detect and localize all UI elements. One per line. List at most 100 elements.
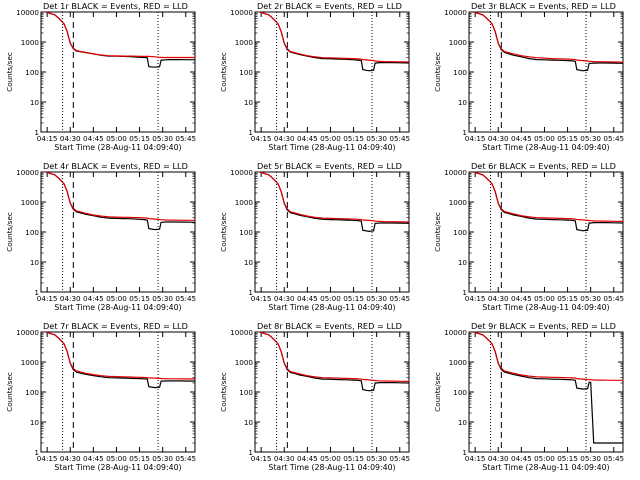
y-tick-label: 1 — [462, 448, 467, 457]
y-axis-title: Counts/sec — [433, 212, 442, 252]
y-tick-label: 1000 — [449, 358, 468, 367]
x-tick-label: 05:45 — [603, 134, 624, 143]
x-tick-label: 04:45 — [83, 294, 104, 303]
plot-frame — [40, 331, 196, 453]
x-axis-title: Start Time (28-Aug-11 04:09:40) — [268, 303, 395, 312]
y-tick-label: 1 — [248, 288, 253, 297]
x-tick-label: 04:30 — [274, 454, 295, 463]
y-tick-label: 10000 — [16, 8, 39, 17]
panel-title: Det 5r BLACK = Events, RED = LLD — [257, 161, 402, 171]
panel-title: Det 7r BLACK = Events, RED = LLD — [43, 321, 188, 331]
y-tick-label: 10 — [30, 418, 40, 427]
lld-series-line — [472, 172, 623, 222]
x-tick-label: 05:30 — [152, 294, 173, 303]
x-tick-label: 04:30 — [488, 294, 509, 303]
x-tick-label: 04:15 — [251, 454, 272, 463]
x-tick-label: 05:15 — [129, 134, 150, 143]
y-tick-label: 10000 — [444, 328, 467, 337]
events-series-line — [472, 332, 623, 444]
panel-title: Det 8r BLACK = Events, RED = LLD — [257, 321, 402, 331]
y-axis-title: Counts/sec — [5, 52, 14, 92]
x-tick-label: 04:15 — [251, 294, 272, 303]
y-tick-label: 10 — [244, 258, 254, 267]
y-axis-title: Counts/sec — [5, 372, 14, 412]
plot-frame — [468, 11, 624, 133]
x-tick-label: 05:15 — [343, 454, 364, 463]
lld-series-line — [258, 332, 409, 382]
x-tick-label: 04:30 — [60, 134, 81, 143]
x-tick-label: 04:15 — [251, 134, 272, 143]
y-tick-label: 10000 — [444, 8, 467, 17]
y-axis-title: Counts/sec — [219, 52, 228, 92]
x-axis-title: Start Time (28-Aug-11 04:09:40) — [482, 303, 609, 312]
x-axis-title: Start Time (28-Aug-11 04:09:40) — [54, 463, 181, 472]
y-axis-title: Counts/sec — [219, 372, 228, 412]
plot-frame — [468, 331, 624, 453]
events-series-line — [472, 172, 623, 232]
x-tick-label: 05:45 — [389, 134, 410, 143]
y-tick-label: 1000 — [21, 358, 40, 367]
x-axis-title: Start Time (28-Aug-11 04:09:40) — [482, 143, 609, 152]
y-tick-label: 10 — [30, 258, 40, 267]
x-tick-label: 05:30 — [580, 454, 601, 463]
x-tick-label: 05:15 — [343, 134, 364, 143]
x-tick-label: 05:15 — [557, 134, 578, 143]
plot-frame — [468, 171, 624, 293]
y-tick-label: 10000 — [230, 328, 253, 337]
y-tick-label: 10 — [458, 258, 468, 267]
x-tick-label: 04:15 — [37, 454, 58, 463]
y-tick-label: 100 — [453, 68, 467, 77]
y-tick-label: 1 — [34, 128, 39, 137]
y-tick-label: 1000 — [21, 38, 40, 47]
lld-series-line — [472, 12, 623, 63]
y-tick-label: 100 — [239, 228, 253, 237]
y-tick-label: 10 — [30, 98, 40, 107]
panel-title: Det 4r BLACK = Events, RED = LLD — [43, 161, 188, 171]
x-tick-label: 04:45 — [297, 454, 318, 463]
x-tick-label: 05:45 — [175, 134, 196, 143]
y-tick-label: 1 — [248, 128, 253, 137]
x-axis-title: Start Time (28-Aug-11 04:09:40) — [482, 463, 609, 472]
x-tick-label: 05:45 — [603, 294, 624, 303]
x-tick-label: 05:00 — [106, 294, 127, 303]
x-tick-label: 05:00 — [320, 294, 341, 303]
y-tick-label: 100 — [453, 228, 467, 237]
x-tick-label: 04:45 — [297, 134, 318, 143]
x-tick-label: 05:00 — [320, 134, 341, 143]
x-tick-label: 05:15 — [557, 454, 578, 463]
events-series-line — [44, 12, 195, 68]
x-tick-label: 04:15 — [465, 294, 486, 303]
x-tick-label: 05:15 — [129, 454, 150, 463]
detector-panel-6: Det 6r BLACK = Events, RED = LLD 1 10 100 10… — [433, 161, 624, 312]
x-tick-label: 05:30 — [152, 454, 173, 463]
x-tick-label: 04:45 — [511, 454, 532, 463]
y-tick-label: 100 — [239, 68, 253, 77]
x-tick-label: 05:30 — [152, 134, 173, 143]
plot-frame — [254, 331, 410, 453]
x-tick-label: 05:00 — [534, 134, 555, 143]
y-tick-label: 10000 — [16, 328, 39, 337]
x-tick-label: 05:00 — [106, 454, 127, 463]
panel-title: Det 9r BLACK = Events, RED = LLD — [471, 321, 616, 331]
x-tick-label: 05:30 — [366, 134, 387, 143]
x-axis-title: Start Time (28-Aug-11 04:09:40) — [54, 143, 181, 152]
y-tick-label: 1000 — [449, 198, 468, 207]
y-tick-label: 1 — [34, 448, 39, 457]
x-axis-title: Start Time (28-Aug-11 04:09:40) — [268, 143, 395, 152]
x-tick-label: 04:30 — [60, 294, 81, 303]
x-tick-label: 04:45 — [83, 454, 104, 463]
x-tick-label: 05:45 — [175, 454, 196, 463]
x-tick-label: 05:00 — [320, 454, 341, 463]
y-tick-label: 10000 — [230, 8, 253, 17]
detector-panel-3: Det 3r BLACK = Events, RED = LLD 1 10 100 10… — [433, 1, 624, 152]
y-tick-label: 100 — [239, 388, 253, 397]
y-tick-label: 1 — [462, 128, 467, 137]
x-tick-label: 04:45 — [511, 294, 532, 303]
x-tick-label: 04:45 — [83, 134, 104, 143]
detector-panel-5: Det 5r BLACK = Events, RED = LLD 1 10 100 10… — [219, 161, 410, 312]
y-tick-label: 1000 — [21, 198, 40, 207]
y-tick-label: 1000 — [235, 198, 254, 207]
x-tick-label: 05:00 — [534, 294, 555, 303]
